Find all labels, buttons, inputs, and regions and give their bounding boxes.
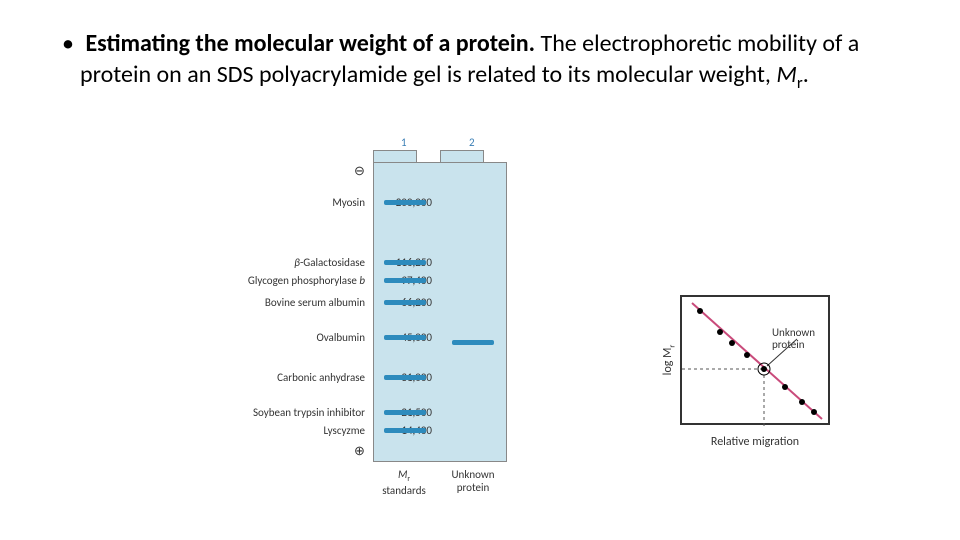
unknown-text-1: Unknown [451,468,494,481]
gel-band [384,278,426,283]
protein-name-label: Myosin [332,196,365,209]
gel-band-unknown [452,340,494,345]
charge-bottom: ⊕ [354,444,365,459]
x-axis-label: Relative migration [680,435,830,449]
title-period: . [803,60,809,89]
gel-body [373,162,507,462]
gel-diagram: 1 2 ⊖ ⊕ Mr standards Unknown protein Myo… [290,140,590,510]
standards-text: standards [382,484,426,497]
mr-text: M [398,468,407,481]
protein-name-label: Lyscyzme [323,424,365,437]
y-axis-label: log Mr [661,345,677,376]
protein-name-label: Soybean trypsin inhibitor [253,406,365,419]
plot-svg [682,297,832,427]
mr-standards-label: Mr standards [374,468,434,497]
gel-band [384,200,426,205]
gel-band [384,300,426,305]
annot-line-1: Unknown [772,326,815,339]
gel-band [384,410,426,415]
protein-name-label: β-Galactosidase [294,256,365,269]
slide: • Estimating the molecular weight of a p… [0,0,960,122]
gel-band [384,335,426,340]
protein-name-label: Glycogen phosphorylase b [248,274,365,287]
plot-box [680,295,830,425]
migration-plot: log Mr Relative migration Unknown protei… [650,295,870,495]
title-bold: Estimating the molecular weight of a pro… [85,29,535,58]
annot-line-2: protein [772,338,805,351]
protein-name-label: Carbonic anhydrase [277,371,365,384]
gel-band [384,375,426,380]
lane-number-1: 1 [401,136,407,149]
yaxis-text: log M [661,348,675,376]
lane-number-2: 2 [469,136,475,149]
mr-sub: r [407,475,410,484]
title-symbol: M [776,60,797,89]
bullet-dot: • [62,28,80,59]
gel-band [384,260,426,265]
protein-name-label: Ovalbumin [316,331,365,344]
unknown-text-2: protein [457,481,490,494]
yaxis-sub: r [668,345,678,348]
plot-annotation: Unknown protein [772,327,815,351]
figure-area: 1 2 ⊖ ⊕ Mr standards Unknown protein Myo… [0,140,960,520]
protein-name-label: Bovine serum albumin [265,296,365,309]
bullet-paragraph: • Estimating the molecular weight of a p… [60,28,900,94]
charge-top: ⊖ [354,164,365,179]
unknown-protein-label: Unknown protein [440,468,506,494]
gel-band [384,428,426,433]
